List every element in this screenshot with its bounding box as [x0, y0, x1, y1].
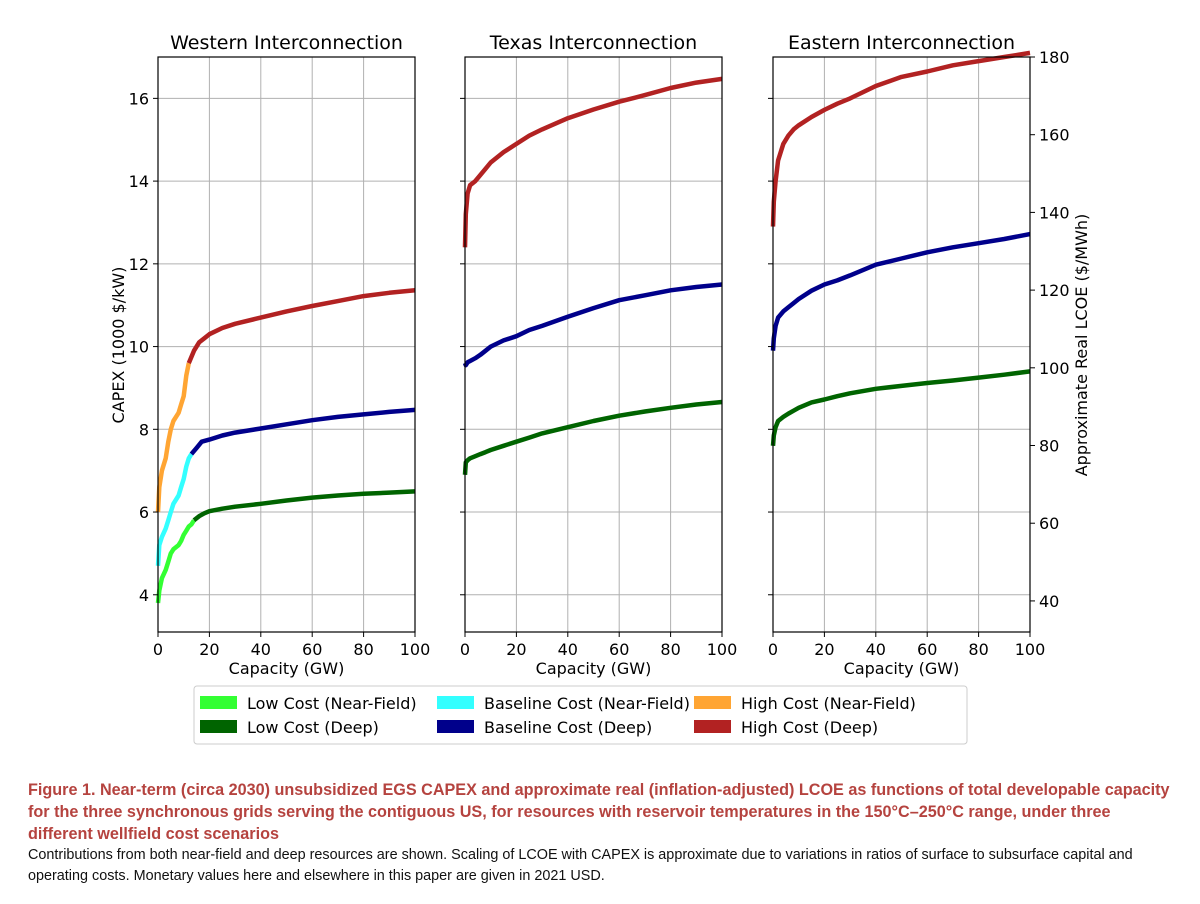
x-tick-label: 0 [768, 640, 778, 659]
y-tick-label-right: 180 [1039, 48, 1070, 67]
series-line-base_nf [155, 452, 194, 566]
legend-label-base_nf: Baseline Cost (Near-Field) [484, 694, 690, 713]
plot-frame [157, 56, 416, 633]
x-tick-label: 0 [153, 640, 163, 659]
x-tick-label: 0 [460, 640, 470, 659]
y-tick-label-right: 120 [1039, 281, 1070, 300]
series-line-high_deep [462, 76, 723, 248]
y-tick-label-right: 160 [1039, 126, 1070, 145]
legend-label-low_nf: Low Cost (Near-Field) [247, 694, 417, 713]
y-tick-label-left: 8 [139, 420, 149, 439]
x-tick-label: 100 [1015, 640, 1046, 659]
series-line-high_nf [155, 362, 192, 513]
x-tick-label: 60 [917, 640, 937, 659]
y-tick-label-left: 14 [129, 172, 149, 191]
y-tick-label-right: 40 [1039, 592, 1059, 611]
y-axis-label-left: CAPEX (1000 $/kW) [109, 267, 128, 424]
series-line-high_deep [186, 288, 416, 364]
legend-swatch-base_deep [437, 720, 474, 733]
legend-label-base_deep: Baseline Cost (Deep) [484, 718, 652, 737]
panel-title: Texas Interconnection [489, 32, 697, 54]
y-tick-label-left: 6 [139, 503, 149, 522]
y-tick-label-left: 12 [129, 255, 149, 274]
series-line-low_deep [462, 399, 723, 475]
x-axis-label: Capacity (GW) [229, 659, 345, 678]
legend-swatch-low_nf [200, 696, 237, 709]
x-tick-label: 80 [968, 640, 988, 659]
plot-frame [464, 56, 723, 633]
x-tick-label: 60 [302, 640, 322, 659]
series-line-base_deep [770, 231, 1031, 351]
x-axis-label: Capacity (GW) [844, 659, 960, 678]
legend-box [193, 685, 968, 745]
series-line-base_deep [189, 407, 416, 456]
x-tick-label: 100 [707, 640, 738, 659]
series-line-low_nf [155, 519, 196, 604]
x-tick-label: 60 [609, 640, 629, 659]
figure-caption-title: Figure 1. Near-term (circa 2030) unsubsi… [28, 781, 1170, 843]
y-tick-label-left: 4 [139, 586, 149, 605]
legend-label-high_deep: High Cost (Deep) [741, 718, 878, 737]
panel-title: Western Interconnection [170, 32, 403, 54]
y-tick-label-left: 10 [129, 338, 149, 357]
x-tick-label: 100 [400, 640, 431, 659]
x-tick-label: 20 [814, 640, 834, 659]
series-line-base_deep [462, 282, 723, 368]
x-tick-label: 40 [251, 640, 271, 659]
series-line-high_deep [770, 50, 1031, 227]
x-tick-label: 80 [353, 640, 373, 659]
y-tick-label-right: 60 [1039, 514, 1059, 533]
x-tick-label: 20 [199, 640, 219, 659]
figure-caption-body: Contributions from both near-field and d… [28, 847, 1133, 884]
y-axis-label-right: Approximate Real LCOE ($/MWh) [1072, 214, 1091, 477]
legend-swatch-high_nf [694, 696, 731, 709]
x-tick-label: 40 [866, 640, 886, 659]
x-tick-label: 40 [558, 640, 578, 659]
legend-swatch-base_nf [437, 696, 474, 709]
x-tick-label: 20 [506, 640, 526, 659]
legend-label-low_deep: Low Cost (Deep) [247, 718, 379, 737]
series-line-low_deep [192, 489, 416, 523]
series-line-low_deep [770, 369, 1031, 446]
y-tick-label-left: 16 [129, 89, 149, 108]
capex-lcoe-chart: 0 20 40 60 80 100 4 6 8 10 12 14 16 Western Interconn… [109, 32, 1091, 745]
y-tick-label-right: 100 [1039, 359, 1070, 378]
x-tick-label: 80 [660, 640, 680, 659]
panel-title: Eastern Interconnection [788, 32, 1015, 54]
x-axis-label: Capacity (GW) [536, 659, 652, 678]
legend-swatch-low_deep [200, 720, 237, 733]
plot-frame [772, 56, 1031, 633]
y-tick-label-right: 140 [1039, 203, 1070, 222]
y-tick-label-right: 80 [1039, 437, 1059, 456]
legend-label-high_nf: High Cost (Near-Field) [741, 694, 916, 713]
legend-swatch-high_deep [694, 720, 731, 733]
